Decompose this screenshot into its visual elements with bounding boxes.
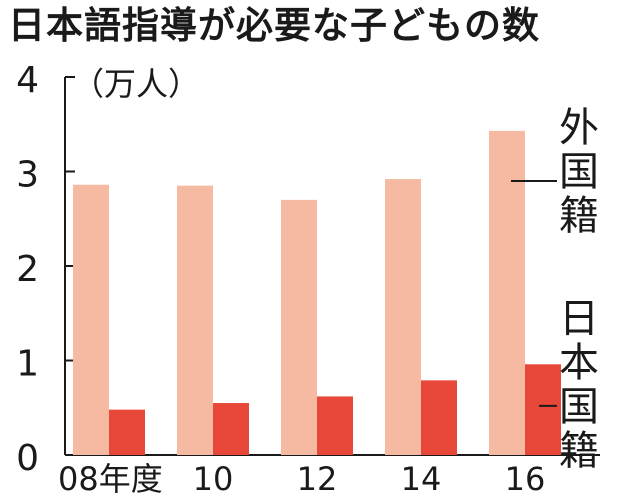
x-tick-label: 10 <box>193 460 234 498</box>
bar-foreign <box>73 184 109 456</box>
y-tick-label: 0 <box>16 438 39 479</box>
y-tick-label: 1 <box>16 344 39 385</box>
legend-label-foreign: 外国籍 <box>559 105 599 239</box>
x-tick-label: 08年度 <box>58 460 163 498</box>
y-tick-label: 3 <box>16 155 39 196</box>
bar-foreign <box>177 185 213 456</box>
bars <box>73 130 561 456</box>
bar-japanese <box>213 403 249 455</box>
y-tick-label: 2 <box>16 249 39 290</box>
bar-foreign <box>281 199 317 455</box>
x-tick-label: 14 <box>401 460 442 498</box>
x-tick-label: 16 <box>505 460 546 498</box>
bar-foreign <box>489 130 525 456</box>
bar-japanese <box>109 409 145 455</box>
chart-title: 日本語指導が必要な子どもの数 <box>8 4 540 47</box>
bar-japanese <box>525 364 561 455</box>
bar-foreign <box>385 179 421 455</box>
bar-japanese <box>317 396 353 455</box>
y-unit-label: （万人） <box>72 65 200 103</box>
legend-label-japanese: 日本国籍 <box>559 296 599 474</box>
y-tick-label: 4 <box>16 60 39 101</box>
x-tick-label: 12 <box>297 460 338 498</box>
bar-japanese <box>421 380 457 455</box>
